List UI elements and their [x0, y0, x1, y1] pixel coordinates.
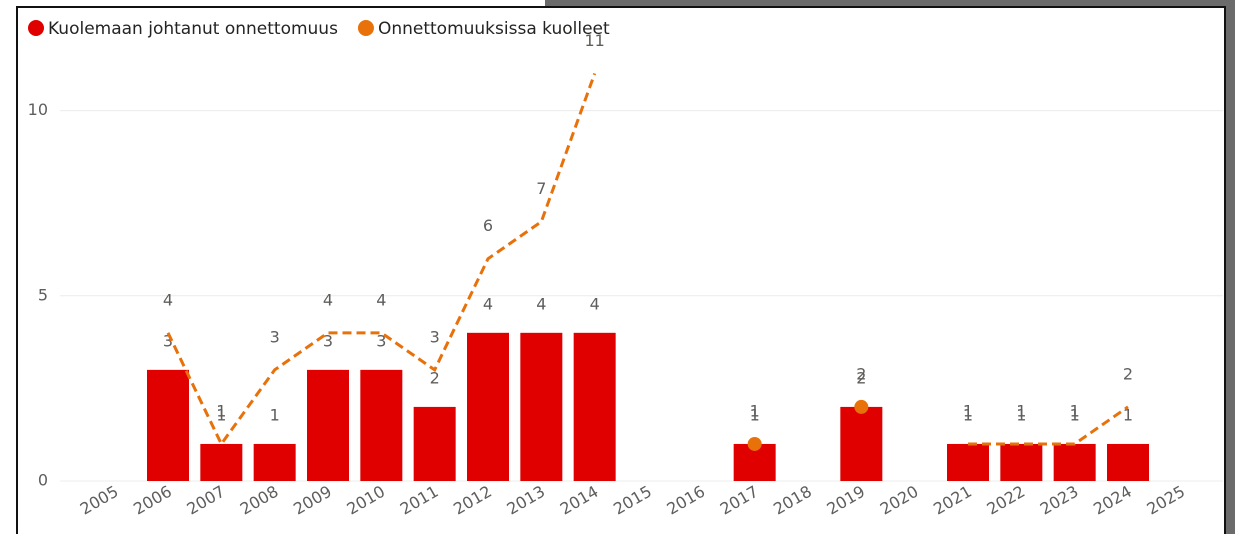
- bar: [200, 444, 242, 481]
- bar: [360, 370, 402, 481]
- line-data-label: 2: [856, 364, 866, 383]
- page: {"chart_data": {"type": "bar-line", "cat…: [0, 0, 1235, 534]
- legend-label: Onnettomuuksissa kuolleet: [378, 19, 610, 39]
- bar: [467, 333, 509, 481]
- bar: [1000, 444, 1042, 481]
- bar: [307, 370, 349, 481]
- line-data-label: 1: [216, 401, 226, 420]
- line-point: [854, 400, 868, 414]
- line-data-label: 11: [584, 31, 604, 50]
- legend-label: Kuolemaan johtanut onnettomuus: [48, 19, 338, 39]
- bar: [254, 444, 296, 481]
- line-data-label: 7: [536, 179, 546, 198]
- line-data-label: 2: [1123, 364, 1133, 383]
- y-tick-label: 0: [38, 471, 48, 490]
- line-data-label: 1: [750, 401, 760, 420]
- line-data-label: 4: [376, 290, 386, 309]
- bar: [414, 407, 456, 481]
- line-data-label: 3: [270, 327, 280, 346]
- bar: [1054, 444, 1096, 481]
- bar: [520, 333, 562, 481]
- background-strip: [1226, 0, 1235, 534]
- bar-data-label: 4: [536, 294, 546, 313]
- bar-data-label: 4: [590, 294, 600, 313]
- line-data-label: 1: [1070, 401, 1080, 420]
- line-data-label: 6: [483, 216, 493, 235]
- y-tick-label: 5: [38, 285, 48, 304]
- legend-marker: [28, 20, 44, 36]
- bar: [840, 407, 882, 481]
- line-point: [748, 437, 762, 451]
- chart: Kuolemaan johtanut onnettomuus Onnettomuu…: [0, 0, 1235, 534]
- line-data-label: 1: [963, 401, 973, 420]
- line-data-label: 4: [323, 290, 333, 309]
- bar: [574, 333, 616, 481]
- bar: [1107, 444, 1149, 481]
- line-data-label: 3: [430, 327, 440, 346]
- y-tick-label: 10: [28, 100, 48, 119]
- line-data-label: 4: [163, 290, 173, 309]
- bar-data-label: 1: [270, 405, 280, 424]
- legend-marker: [358, 20, 374, 36]
- chart-frame: [17, 7, 1225, 534]
- background-strip: [545, 0, 1235, 7]
- bar: [947, 444, 989, 481]
- line-data-label: 1: [1016, 401, 1026, 420]
- bar-data-label: 4: [483, 294, 493, 313]
- bar: [147, 370, 189, 481]
